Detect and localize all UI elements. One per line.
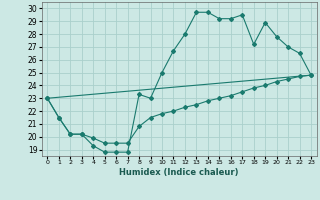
X-axis label: Humidex (Indice chaleur): Humidex (Indice chaleur)	[119, 168, 239, 177]
